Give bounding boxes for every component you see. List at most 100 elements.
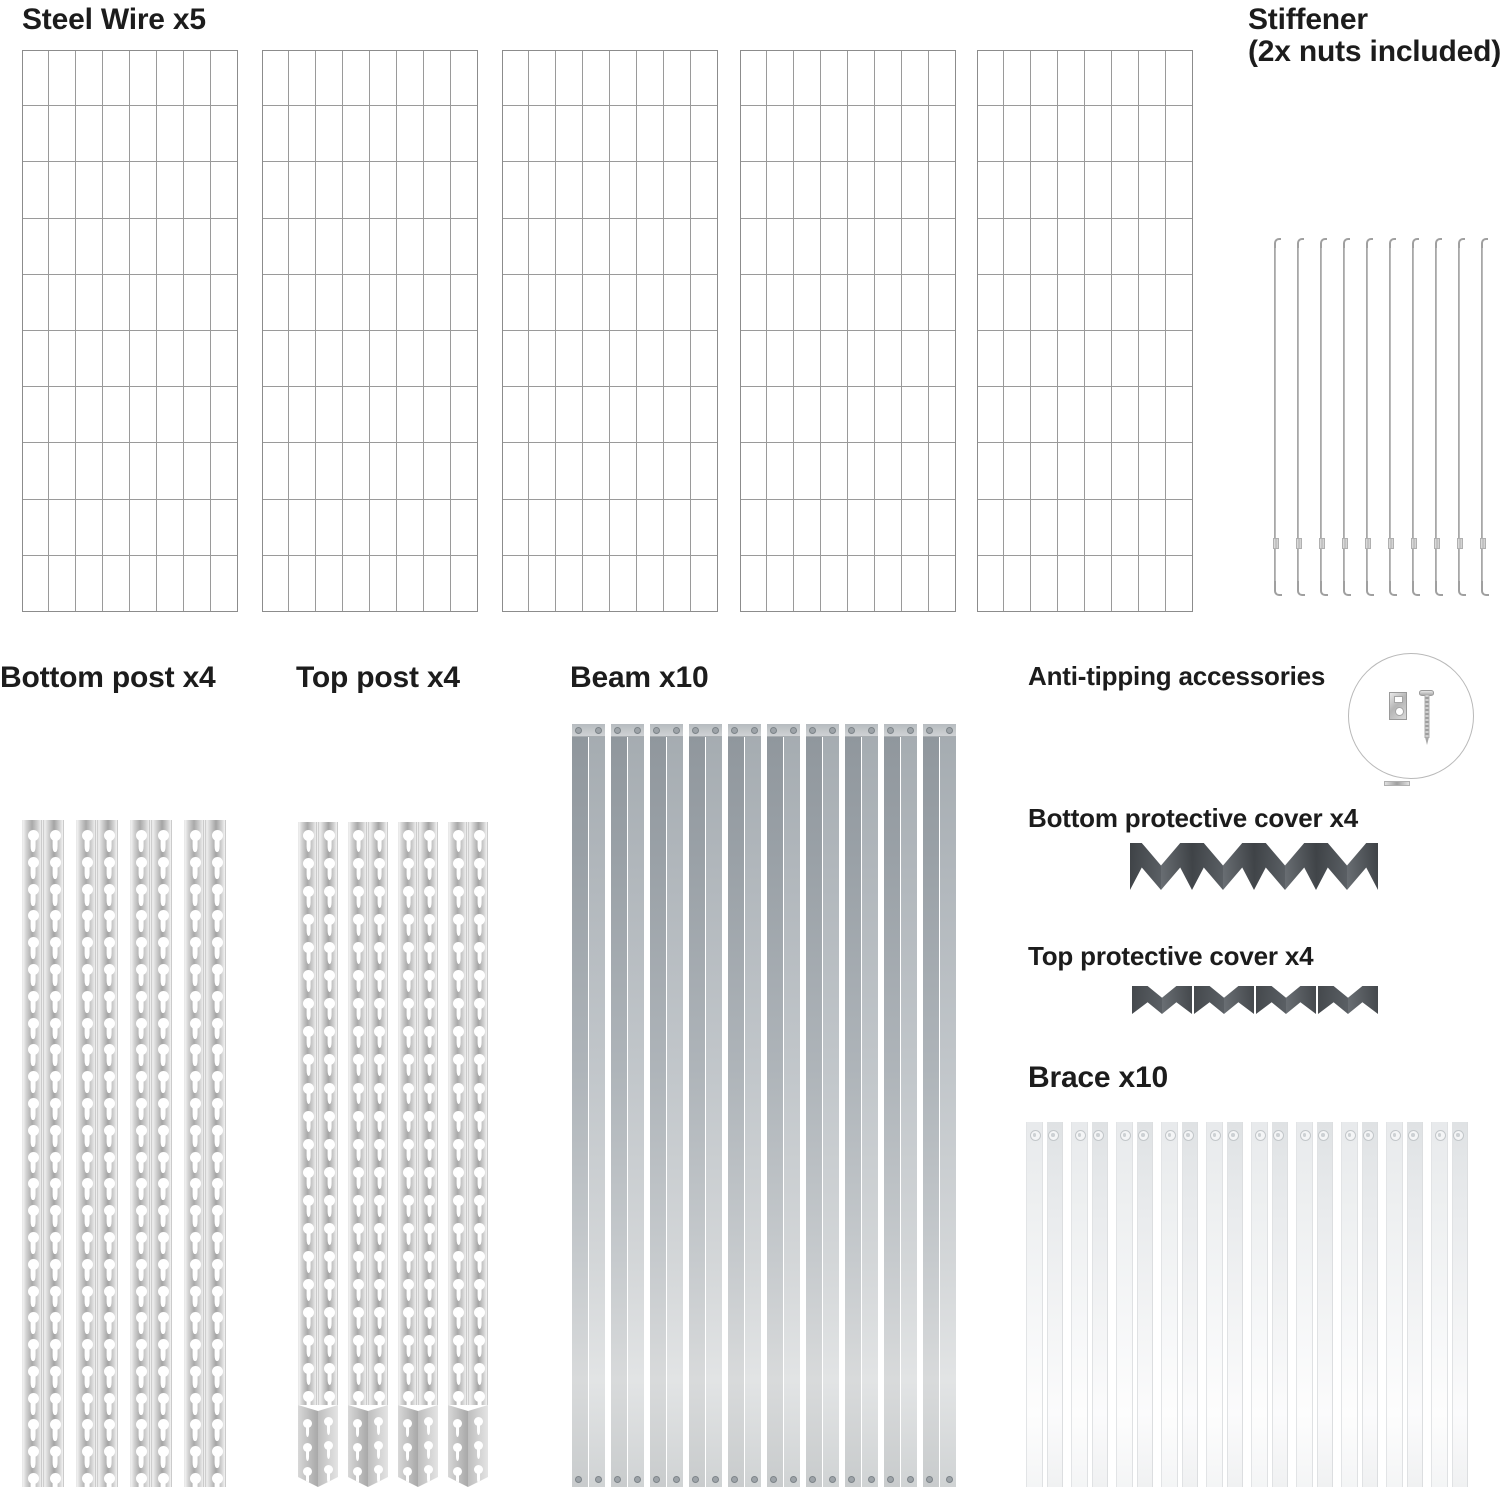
post-keyhole — [81, 990, 93, 1002]
post-keyhole — [424, 914, 435, 926]
post-keyhole — [424, 970, 435, 982]
post-keyhole — [374, 1250, 385, 1262]
mesh-cell — [875, 50, 902, 107]
bottom-protective-cover-right-wing — [1161, 843, 1192, 890]
steel-wire-label: Steel Wire x5 — [22, 3, 206, 36]
post-keyhole — [324, 830, 335, 841]
post-keyhole — [27, 1392, 39, 1404]
post-keyhole — [424, 942, 435, 954]
post-keyhole — [81, 1097, 93, 1109]
brace-face-left — [1071, 1122, 1088, 1487]
bottom-protective-cover — [1316, 843, 1378, 890]
post-keyhole — [324, 1334, 335, 1346]
post-keyhole — [453, 1166, 464, 1178]
mesh-cell — [821, 162, 848, 219]
post-keyhole — [353, 1194, 364, 1206]
post-keyhole — [424, 1250, 435, 1262]
mesh-cell — [1085, 218, 1112, 275]
mesh-cell — [343, 274, 370, 331]
post-keyhole — [27, 830, 39, 841]
mesh-cell — [664, 387, 691, 444]
brace-face-left — [1341, 1122, 1358, 1487]
brace-hole — [1138, 1130, 1150, 1141]
mesh-cell — [130, 218, 157, 275]
mesh-cell — [583, 499, 610, 556]
mesh-cell — [1031, 499, 1058, 556]
post-keyhole — [211, 1446, 223, 1458]
post-keyhole — [27, 937, 39, 949]
beam-hole — [634, 1476, 641, 1483]
steel-wire-panel — [740, 50, 956, 612]
post-keyhole — [453, 1194, 464, 1206]
post-keyhole — [211, 1151, 223, 1163]
post-keyhole — [211, 964, 223, 975]
post-keyhole — [157, 1392, 169, 1404]
mesh-cell — [316, 218, 343, 275]
mesh-cell — [502, 387, 529, 444]
mesh-cell — [343, 499, 370, 556]
mesh-cell — [22, 50, 49, 107]
mesh-cell — [610, 106, 637, 163]
post-keyhole — [157, 1258, 169, 1270]
mesh-cell — [289, 499, 316, 556]
mesh-cell — [1085, 106, 1112, 163]
post-keyhole — [424, 1054, 435, 1066]
mesh-cell — [637, 50, 664, 107]
post-keyhole — [424, 1082, 435, 1094]
post-keyhole — [324, 1026, 335, 1038]
post-keyhole — [157, 1365, 169, 1377]
brace-face-left — [1431, 1122, 1448, 1487]
post-keyhole — [303, 1138, 314, 1150]
mesh-cell — [794, 331, 821, 388]
post-keyhole — [157, 1044, 169, 1056]
mesh-cell — [316, 331, 343, 388]
beam — [728, 724, 761, 1487]
post-keyhole — [103, 1178, 115, 1190]
mesh-cell — [157, 387, 184, 444]
post-keyhole — [353, 1363, 364, 1374]
post-keyhole — [303, 1082, 314, 1094]
post-keyhole — [135, 1097, 147, 1109]
mesh-cell — [583, 162, 610, 219]
bottom-post — [76, 820, 118, 1487]
mesh-cell — [875, 162, 902, 219]
post-keyhole — [474, 1306, 485, 1318]
mesh-cell — [424, 50, 451, 107]
post-keyhole — [49, 1419, 61, 1431]
mesh-cell — [130, 499, 157, 556]
post-keyhole — [135, 856, 147, 868]
mesh-cell — [289, 50, 316, 107]
beam-hole — [712, 1476, 719, 1483]
post-keyhole — [81, 883, 93, 895]
mesh-cell — [767, 331, 794, 388]
post-keyhole — [324, 858, 335, 869]
post-keyhole — [49, 1231, 61, 1243]
mesh-cell — [76, 387, 103, 444]
mesh-cell — [848, 499, 875, 556]
post-keyhole — [135, 1446, 147, 1458]
post-keyhole — [474, 1222, 485, 1234]
mesh-cell — [848, 50, 875, 107]
post-keyhole — [403, 1166, 414, 1178]
brace — [1431, 1122, 1468, 1487]
post-keyhole — [211, 1124, 223, 1136]
mesh-cell — [397, 443, 424, 500]
beam — [806, 724, 839, 1487]
post-keyhole — [324, 1391, 335, 1402]
post-keyhole — [474, 1026, 485, 1038]
post-keyhole — [453, 942, 464, 954]
top-post-foot-right — [368, 1405, 388, 1487]
mesh-cell — [502, 274, 529, 331]
post-keyhole — [157, 1124, 169, 1136]
stiffener-hook-top — [1343, 238, 1350, 252]
post-keyhole — [453, 1363, 464, 1374]
mesh-cell — [529, 331, 556, 388]
beam-hole — [790, 727, 797, 734]
mesh-cell — [103, 443, 130, 500]
beam-hole — [634, 727, 641, 734]
post-keyhole — [424, 858, 435, 869]
post-keyhole — [403, 1082, 414, 1094]
post-keyhole — [303, 1363, 314, 1374]
mesh-cell — [848, 162, 875, 219]
bottom-protective-cover — [1130, 843, 1192, 890]
